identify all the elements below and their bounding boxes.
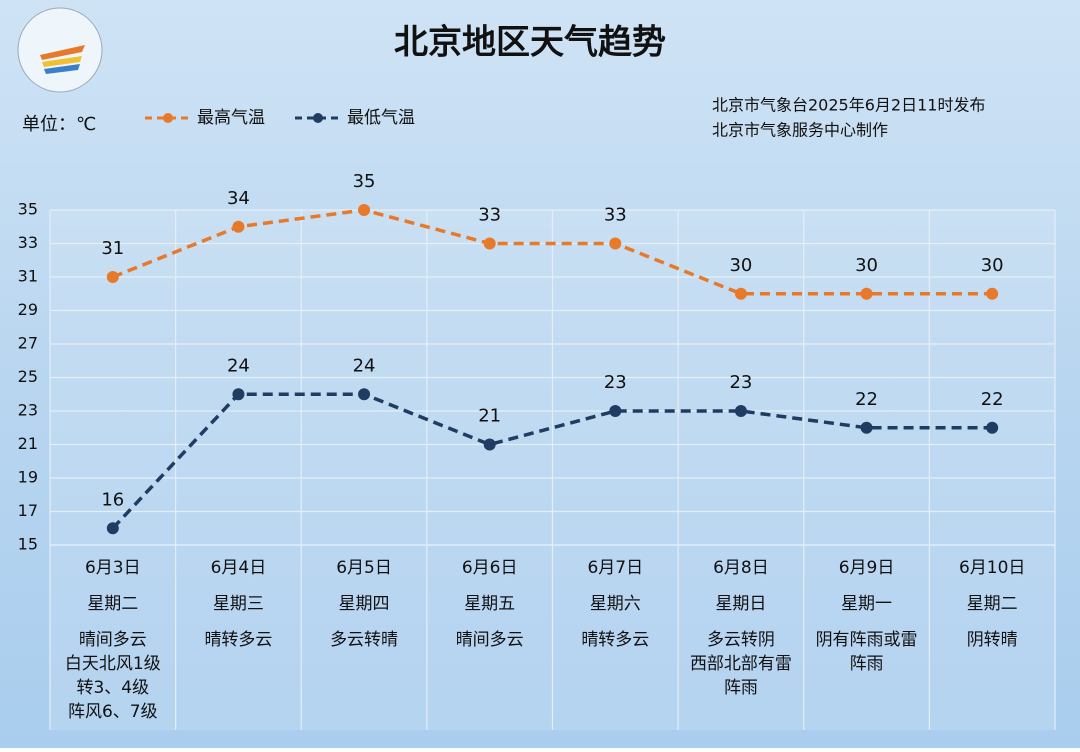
- point: [358, 388, 371, 401]
- data-label: 33: [604, 205, 627, 226]
- data-label: 23: [729, 372, 752, 393]
- series-line: [111, 392, 993, 530]
- point: [483, 237, 496, 250]
- weekday-label: 星期四: [339, 594, 390, 614]
- point: [232, 220, 245, 233]
- data-label: 33: [478, 205, 501, 226]
- data-label: 30: [729, 255, 752, 276]
- y-tick-label: 25: [18, 367, 38, 386]
- point: [986, 287, 999, 300]
- legend-label: 最高气温: [197, 108, 265, 128]
- y-tick-label: 23: [18, 401, 38, 420]
- point: [106, 271, 119, 283]
- data-label: 30: [855, 255, 878, 276]
- weekday-label: 星期二: [87, 594, 138, 614]
- y-tick-label: 19: [18, 468, 38, 487]
- source-line: 北京市气象服务中心制作: [712, 121, 888, 140]
- weekday-label: 星期三: [213, 594, 264, 614]
- data-label: 34: [227, 188, 250, 209]
- weather-label: 阴转晴: [967, 630, 1018, 650]
- point: [734, 287, 747, 300]
- chart-title: 北京地区天气趋势: [394, 23, 666, 63]
- x-tick-label: 6月3日: [85, 558, 141, 578]
- x-tick-label: 6月8日: [713, 558, 769, 578]
- weather-label: 白天北风1级: [65, 654, 161, 674]
- weather-label: 晴间多云: [456, 630, 524, 650]
- x-tick-label: 6月6日: [462, 558, 518, 578]
- weekday-label: 星期五: [464, 594, 515, 614]
- weather-label: 转3、4级: [76, 678, 149, 698]
- y-tick-label: 15: [18, 535, 38, 554]
- data-label: 35: [353, 171, 376, 192]
- weather-label: 晴间多云: [79, 630, 147, 650]
- weather-label: 多云转晴: [330, 630, 398, 650]
- weather-label: 晴转多云: [581, 630, 649, 650]
- series-line: [112, 208, 993, 296]
- x-tick-label: 6月4日: [211, 558, 267, 578]
- weather-label: 阴有阵雨或雷: [816, 630, 918, 650]
- data-label: 23: [604, 372, 627, 393]
- point: [232, 388, 245, 401]
- weather-label: 多云转阴: [707, 630, 775, 650]
- point: [358, 204, 371, 216]
- point: [986, 421, 999, 434]
- data-label: 21: [478, 406, 501, 427]
- weather-label: 晴转多云: [204, 630, 272, 650]
- logo: [17, 7, 103, 93]
- weekday-label: 星期六: [590, 594, 641, 614]
- point: [106, 522, 119, 535]
- point: [483, 438, 496, 451]
- source-line: 北京市气象台2025年6月2日11时发布: [712, 96, 985, 115]
- y-tick-label: 31: [18, 267, 38, 286]
- data-label: 22: [981, 389, 1004, 410]
- weekday-label: 星期日: [715, 594, 766, 614]
- point: [609, 405, 622, 417]
- point: [609, 237, 622, 250]
- legend-marker: [313, 113, 323, 123]
- x-tick-label: 6月7日: [587, 558, 643, 578]
- point: [860, 287, 873, 300]
- weekday-label: 星期二: [967, 594, 1018, 614]
- y-tick-label: 35: [18, 200, 38, 219]
- data-label: 24: [227, 355, 250, 376]
- y-tick-label: 33: [18, 233, 38, 252]
- legend-label: 最低气温: [347, 108, 415, 128]
- data-label: 24: [353, 355, 376, 376]
- unit-label: 单位：℃: [22, 114, 96, 135]
- legend-marker: [163, 113, 173, 123]
- point: [860, 421, 873, 434]
- y-tick-label: 27: [18, 334, 38, 353]
- x-tick-label: 6月10日: [959, 558, 1025, 578]
- data-label: 31: [101, 238, 124, 259]
- y-tick-label: 21: [18, 434, 38, 453]
- data-label: 30: [981, 255, 1004, 276]
- weekday-label: 星期一: [841, 594, 892, 614]
- weather-label: 阵雨: [850, 654, 884, 674]
- y-tick-label: 17: [18, 501, 38, 520]
- data-label: 22: [855, 389, 878, 410]
- y-tick-label: 29: [18, 300, 38, 319]
- x-tick-label: 6月5日: [336, 558, 392, 578]
- x-tick-label: 6月9日: [839, 558, 895, 578]
- weather-label: 西部北部有雷: [690, 654, 792, 674]
- data-label: 16: [101, 489, 124, 510]
- weather-label: 阵雨: [724, 678, 758, 698]
- weather-label: 阵风6、7级: [68, 702, 158, 722]
- point: [734, 405, 747, 417]
